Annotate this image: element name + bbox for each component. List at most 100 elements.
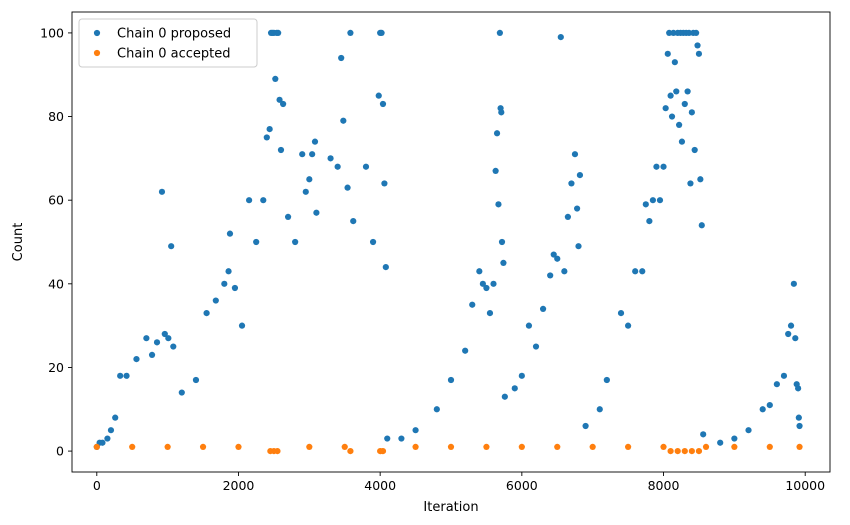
data-point bbox=[766, 443, 773, 451]
data-point bbox=[104, 435, 111, 442]
data-point bbox=[212, 297, 219, 304]
data-point bbox=[225, 268, 232, 275]
data-point bbox=[646, 217, 653, 225]
data-point bbox=[123, 372, 130, 379]
data-point bbox=[700, 431, 707, 438]
data-point bbox=[687, 180, 694, 187]
data-point bbox=[447, 376, 455, 384]
data-point bbox=[792, 335, 799, 342]
data-point bbox=[221, 280, 228, 287]
data-point bbox=[571, 151, 579, 158]
data-point bbox=[280, 100, 287, 108]
data-point bbox=[379, 447, 387, 455]
data-point bbox=[496, 29, 503, 37]
x-axis-label: Iteration bbox=[423, 500, 478, 515]
data-point bbox=[511, 385, 518, 392]
data-point bbox=[469, 301, 476, 308]
data-point bbox=[759, 406, 766, 413]
data-point bbox=[347, 29, 354, 37]
data-point bbox=[525, 322, 533, 329]
y-tick-label: 80 bbox=[48, 109, 64, 124]
data-point bbox=[664, 50, 671, 57]
data-point bbox=[143, 335, 150, 342]
data-point bbox=[694, 42, 701, 49]
data-point bbox=[518, 443, 525, 451]
data-point bbox=[203, 309, 210, 317]
data-point bbox=[306, 443, 313, 451]
data-point bbox=[492, 167, 499, 175]
data-point bbox=[745, 427, 752, 434]
data-point bbox=[554, 443, 561, 451]
data-point bbox=[649, 197, 657, 204]
y-tick-label: 100 bbox=[40, 25, 64, 40]
data-point bbox=[226, 230, 234, 237]
data-point bbox=[462, 347, 469, 354]
data-point bbox=[344, 184, 351, 191]
data-point bbox=[362, 163, 370, 170]
plot-area bbox=[72, 12, 830, 472]
data-point bbox=[617, 309, 625, 317]
data-point bbox=[688, 447, 695, 455]
data-point bbox=[589, 443, 596, 451]
data-point bbox=[518, 372, 525, 379]
data-point bbox=[693, 29, 700, 37]
data-point bbox=[178, 389, 185, 396]
x-tick-label: 4000 bbox=[364, 478, 396, 493]
data-point bbox=[795, 385, 802, 392]
data-point bbox=[532, 343, 540, 350]
data-point bbox=[486, 309, 494, 317]
data-point bbox=[311, 138, 319, 145]
axis-frame bbox=[71, 11, 831, 473]
data-point bbox=[112, 414, 119, 421]
data-point bbox=[695, 50, 703, 57]
data-point bbox=[266, 125, 273, 133]
data-point bbox=[313, 209, 320, 216]
data-point bbox=[603, 376, 610, 384]
data-point bbox=[260, 197, 267, 204]
data-point bbox=[731, 443, 738, 451]
data-point bbox=[796, 422, 803, 430]
data-point bbox=[347, 447, 354, 455]
y-tick-label: 20 bbox=[48, 360, 64, 375]
data-point bbox=[284, 213, 292, 221]
data-point bbox=[495, 201, 502, 208]
data-point bbox=[483, 284, 490, 292]
data-point bbox=[164, 443, 171, 451]
data-point bbox=[780, 372, 788, 379]
data-point bbox=[498, 109, 505, 116]
data-point bbox=[483, 443, 490, 451]
data-point bbox=[685, 29, 693, 37]
data-point bbox=[653, 163, 660, 170]
data-point bbox=[501, 393, 508, 400]
data-point bbox=[695, 447, 703, 455]
data-point bbox=[107, 427, 115, 434]
y-tick-label: 0 bbox=[56, 444, 64, 459]
data-point bbox=[557, 33, 564, 41]
data-point bbox=[238, 322, 246, 329]
series-layer bbox=[93, 29, 803, 455]
data-point bbox=[731, 435, 738, 442]
data-point bbox=[292, 238, 299, 246]
data-point bbox=[490, 280, 497, 287]
data-point bbox=[698, 222, 705, 229]
data-point bbox=[666, 29, 673, 37]
data-point bbox=[642, 201, 649, 208]
data-point bbox=[498, 238, 506, 246]
data-point bbox=[99, 439, 106, 446]
data-point bbox=[433, 406, 440, 413]
data-point bbox=[790, 280, 797, 287]
data-point bbox=[766, 401, 773, 409]
data-point bbox=[276, 96, 283, 103]
data-point bbox=[493, 130, 501, 137]
data-point bbox=[479, 280, 486, 287]
series-1 bbox=[93, 443, 803, 455]
data-point bbox=[412, 427, 419, 434]
data-point bbox=[153, 339, 161, 346]
x-tick-label: 8000 bbox=[648, 478, 680, 493]
data-point bbox=[660, 443, 667, 451]
data-point bbox=[632, 268, 639, 275]
data-point bbox=[656, 197, 664, 204]
data-point bbox=[684, 88, 691, 95]
legend-box bbox=[78, 18, 258, 68]
x-tick-label: 10000 bbox=[785, 478, 825, 493]
